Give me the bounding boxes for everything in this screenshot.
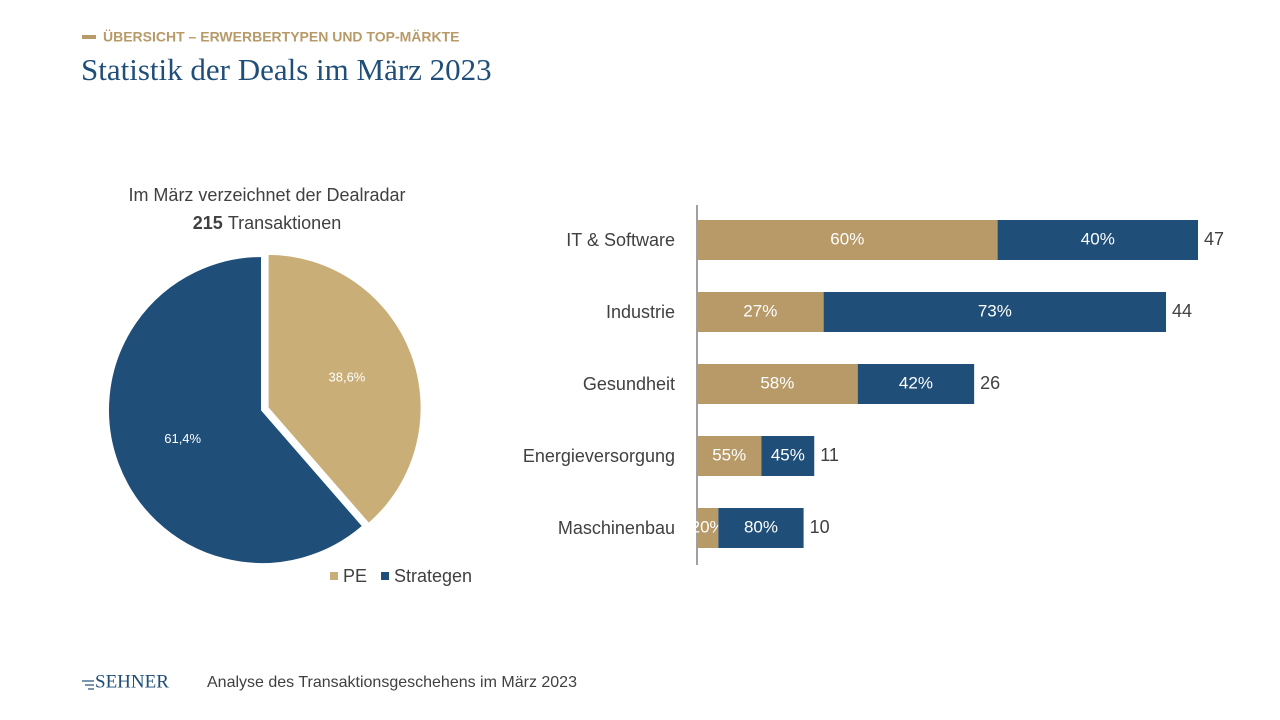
bar-segment <box>718 508 804 548</box>
category-label: Maschinenbau <box>558 518 675 538</box>
bar-segment <box>761 436 815 476</box>
legend-swatch <box>330 572 338 580</box>
bar-value-label: 40% <box>1081 229 1115 248</box>
slide-title: Statistik der Deals im März 2023 <box>81 52 492 87</box>
bar-value-label: 80% <box>744 517 778 536</box>
logo-text: SEHNER <box>95 671 169 692</box>
pie-total-label: Transaktionen <box>228 213 341 233</box>
pie-slice <box>107 254 365 565</box>
bar-segment <box>857 364 975 404</box>
bar-value-label: 20% <box>691 517 725 536</box>
pie-total: 215 <box>193 213 223 233</box>
bar-segment <box>697 364 858 404</box>
category-label: IT & Software <box>566 230 675 250</box>
bar-value-label: 42% <box>899 373 933 392</box>
bar-value-label: 27% <box>743 301 777 320</box>
bar-total-label: 10 <box>810 517 830 537</box>
bar-value-label: 73% <box>978 301 1012 320</box>
pie-label: 61,4% <box>164 431 201 446</box>
bar-segment <box>697 292 824 332</box>
pie-slice <box>266 252 423 526</box>
legend-swatch <box>381 572 390 580</box>
bar-value-label: 55% <box>712 445 746 464</box>
category-label: Industrie <box>606 302 675 322</box>
bar-segment <box>697 436 762 476</box>
kicker: ÜBERSICHT – ERWERBERTYPEN UND TOP-MÄRKTE <box>103 29 460 45</box>
footer-text: Analyse des Transaktionsgeschehens im Mä… <box>207 674 577 691</box>
pie-subtitle: 215 Transaktionen <box>193 213 341 233</box>
bar-total-label: 47 <box>1204 229 1224 249</box>
bar-segment <box>997 220 1198 260</box>
logo: SEHNER <box>82 671 169 692</box>
bar-total-label: 26 <box>980 373 1000 393</box>
bar-value-label: 60% <box>830 229 864 248</box>
bar-value-label: 45% <box>771 445 805 464</box>
legend-label: Strategen <box>394 566 472 586</box>
category-label: Energieversorgung <box>523 446 675 466</box>
pie-label: 38,6% <box>329 370 366 385</box>
bar-segment <box>697 220 998 260</box>
legend-label: PE <box>343 566 367 586</box>
kicker-dash <box>82 35 96 39</box>
bar-value-label: 58% <box>760 373 794 392</box>
bar-segment <box>697 508 719 548</box>
bar-total-label: 11 <box>820 445 839 465</box>
bar-segment <box>823 292 1167 332</box>
category-label: Gesundheit <box>583 374 675 394</box>
bar-total-label: 44 <box>1172 301 1192 321</box>
pie-title: Im März verzeichnet der Dealradar <box>128 185 405 205</box>
